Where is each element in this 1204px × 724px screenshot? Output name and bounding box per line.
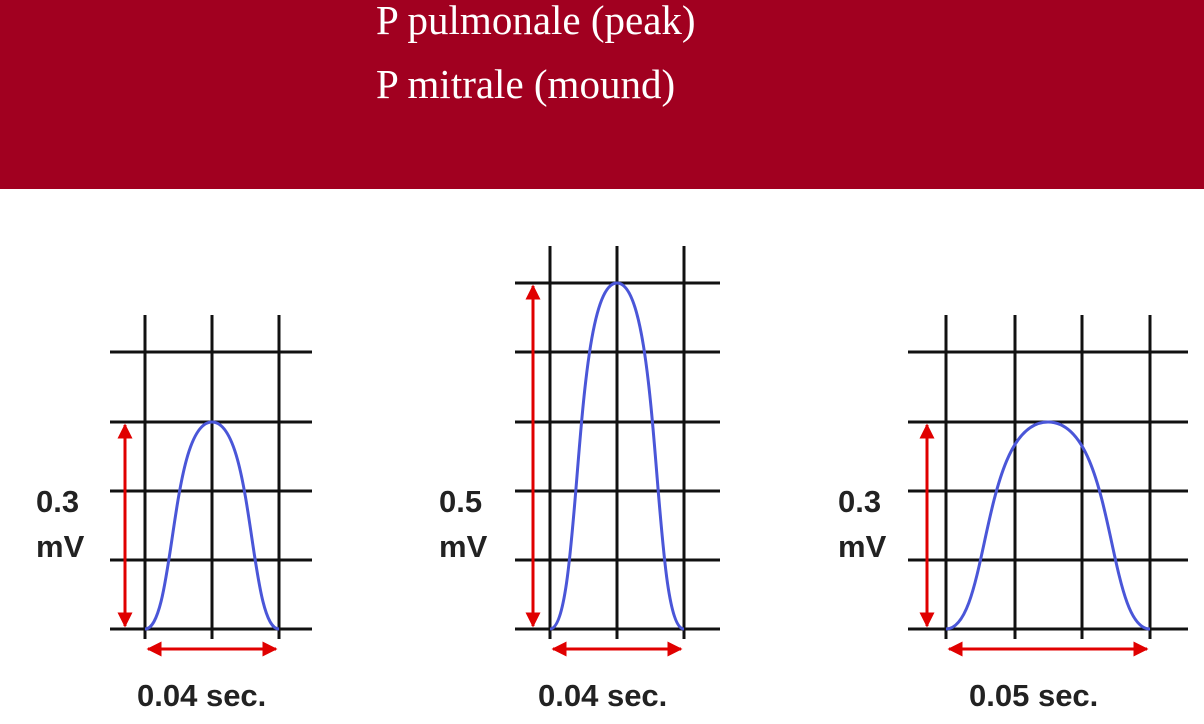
ecg-grid [515, 246, 720, 639]
p-wave [945, 420, 1151, 631]
amplitude-value: 0.3 [36, 484, 79, 519]
duration-label: 0.04 sec. [137, 678, 266, 713]
p-wave-diagram: 0.3 mV 0.04 sec. 0.5 mV 0.04 sec. [36, 246, 1188, 713]
amplitude-unit: mV [439, 529, 488, 564]
panel-mitrale: 0.3 mV 0.05 sec. [838, 315, 1188, 713]
amplitude-unit: mV [838, 529, 887, 564]
panel-normal: 0.3 mV 0.04 sec. [36, 315, 312, 713]
panel-pulmonale: 0.5 mV 0.04 sec. [439, 246, 720, 713]
title-line-mitrale: P mitrale (mound) [376, 61, 676, 107]
amplitude-unit: mV [36, 529, 85, 564]
p-wave [549, 281, 685, 631]
amplitude-value: 0.3 [838, 484, 881, 519]
duration-label: 0.04 sec. [538, 678, 667, 713]
amplitude-value: 0.5 [439, 484, 482, 519]
duration-label: 0.05 sec. [969, 678, 1098, 713]
title-banner: P pulmonale (peak) P mitrale (mound) [0, 0, 1204, 189]
p-wave [144, 420, 280, 631]
ecg-grid [908, 315, 1188, 639]
title-line-pulmonale: P pulmonale (peak) [376, 0, 696, 43]
ecg-grid [110, 315, 312, 639]
